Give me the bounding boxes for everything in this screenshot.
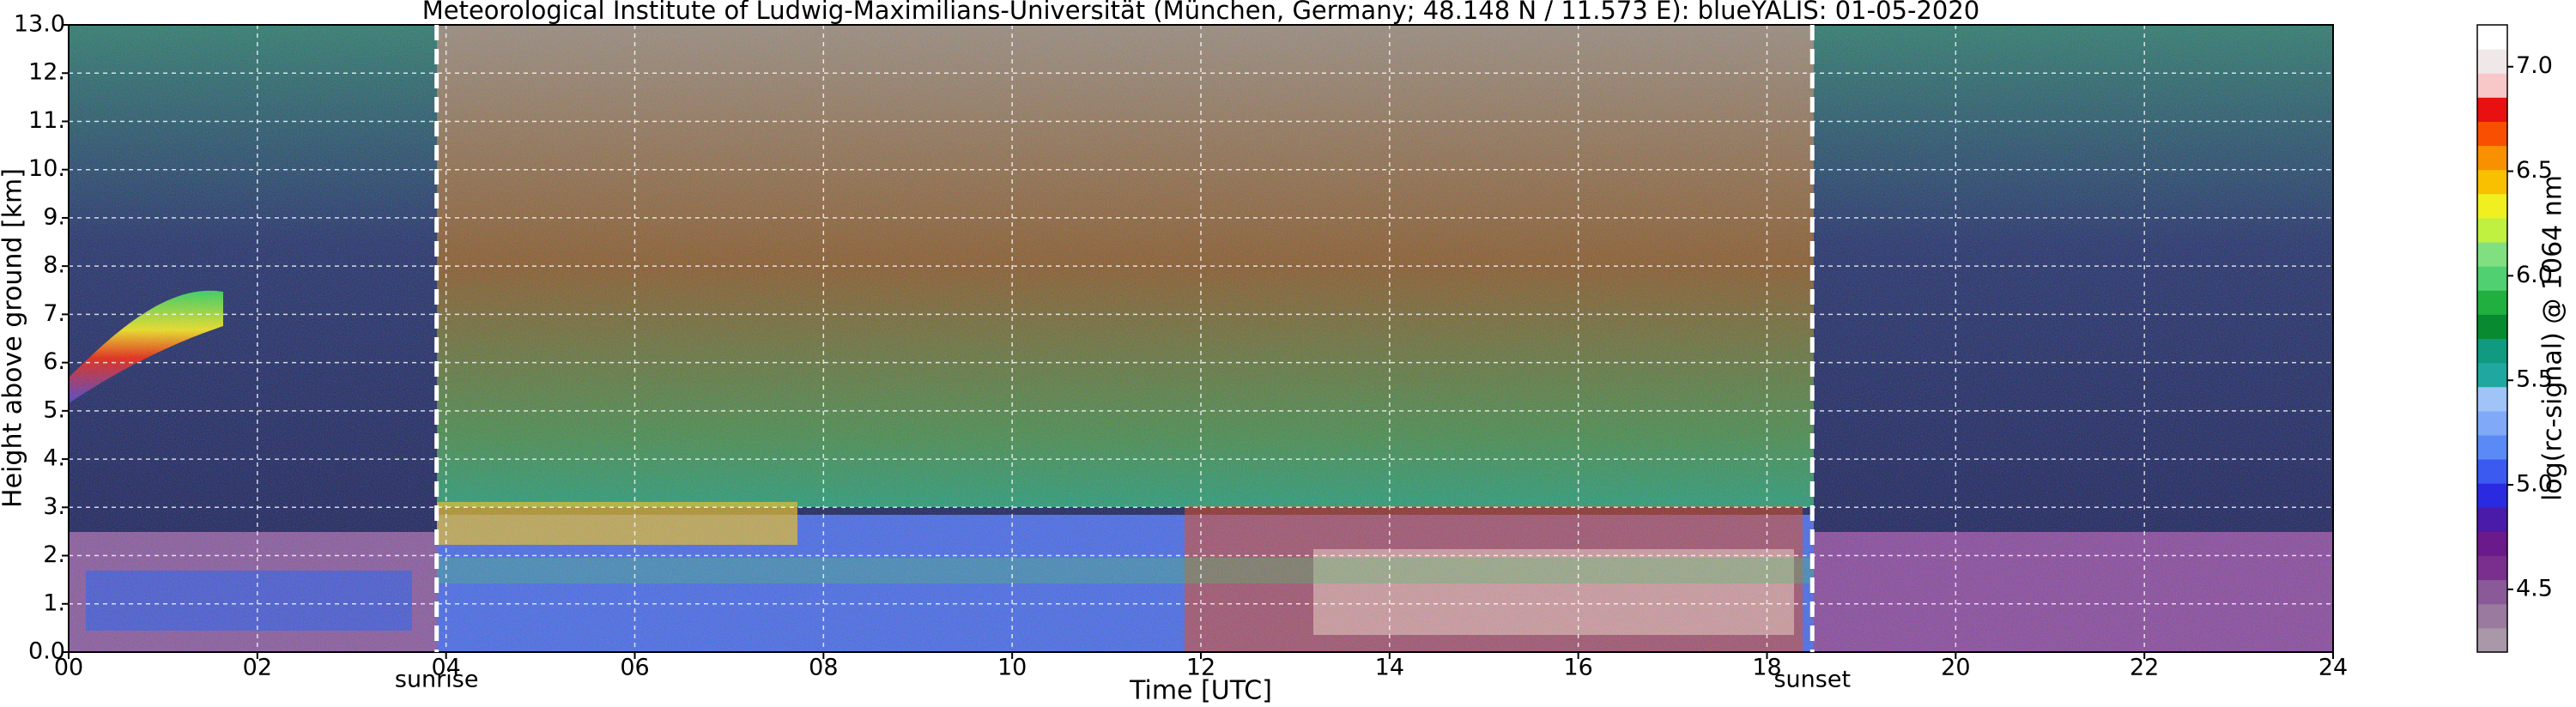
colorbar-band xyxy=(2477,73,2507,98)
colorbar-tick-label: 6.0 xyxy=(2516,262,2553,288)
colorbar-band xyxy=(2477,362,2507,388)
x-axis-label: Time [UTC] xyxy=(1129,676,1272,706)
x-tick-label: 04 xyxy=(431,655,460,681)
y-tick-label: 8. xyxy=(43,252,65,279)
y-tick-label: 5. xyxy=(43,396,65,423)
colorbar-tick-label: 7.0 xyxy=(2516,52,2553,79)
x-tick-label: 12 xyxy=(1186,655,1215,681)
colorbar-band xyxy=(2477,314,2507,339)
colorbar-tick-label: 6.5 xyxy=(2516,157,2553,184)
x-tick-label: 22 xyxy=(2130,655,2159,681)
y-tick-label: 4. xyxy=(43,445,65,472)
y-tick-label: 11. xyxy=(28,107,65,134)
x-tick-label: 18 xyxy=(1752,655,1781,681)
annotation-label: sunset xyxy=(1773,667,1851,693)
x-tick-label: 02 xyxy=(243,655,272,681)
colorbar-tick-label: 5.0 xyxy=(2516,471,2553,498)
colorbar-band xyxy=(2477,169,2507,195)
colorbar-band xyxy=(2477,603,2507,629)
y-axis-label: Height above ground [km] xyxy=(0,168,28,508)
x-tick-label: 08 xyxy=(809,655,838,681)
colorbar-band xyxy=(2477,49,2507,74)
x-tick-label: 14 xyxy=(1375,655,1404,681)
annotation-label: sunrise xyxy=(395,667,479,693)
colorbar-band xyxy=(2477,290,2507,315)
y-tick-label: 0.0 xyxy=(28,638,65,665)
colorbar-band xyxy=(2477,121,2507,147)
colorbar-band xyxy=(2477,627,2507,653)
chart-title: Meteorological Institute of Ludwig-Maxim… xyxy=(422,0,1980,25)
colorbar-band xyxy=(2477,25,2507,50)
y-tick-label: 12. xyxy=(28,59,65,86)
colorbar-band xyxy=(2477,410,2507,436)
colorbar-band xyxy=(2477,507,2507,532)
colorbar-band xyxy=(2477,555,2507,581)
y-tick-label: 6. xyxy=(43,348,65,375)
colorbar-band xyxy=(2477,97,2507,122)
x-tick-label: 06 xyxy=(620,655,649,681)
colorbar-band xyxy=(2477,531,2507,557)
colorbar-tick-label: 4.5 xyxy=(2516,575,2553,601)
colorbar-frame xyxy=(2476,24,2508,653)
x-tick-label: 20 xyxy=(1941,655,1970,681)
y-tick-label: 1. xyxy=(43,589,65,616)
y-tick-label: 7. xyxy=(43,300,65,327)
colorbar-band xyxy=(2477,459,2507,484)
y-tick-label: 9. xyxy=(43,203,65,230)
y-tick-label: 13.0 xyxy=(14,11,65,38)
x-tick-label: 00 xyxy=(54,655,83,681)
colorbar-band xyxy=(2477,217,2507,243)
colorbar-band xyxy=(2477,434,2507,460)
colorbar-tick-label: 5.5 xyxy=(2516,366,2553,393)
y-tick-label: 10. xyxy=(28,155,65,182)
colorbar-band xyxy=(2477,145,2507,171)
colorbar-band xyxy=(2477,242,2507,267)
y-tick-label: 3. xyxy=(43,493,65,520)
colorbar-band xyxy=(2477,579,2507,605)
x-tick-label: 24 xyxy=(2318,655,2348,681)
colorbar-band xyxy=(2477,193,2507,219)
colorbar-band xyxy=(2477,386,2507,412)
colorbar-band xyxy=(2477,266,2507,291)
plot-frame xyxy=(68,24,2334,653)
x-tick-label: 16 xyxy=(1563,655,1592,681)
colorbar-label: log(rc-signal) @ 1064 nm xyxy=(2538,175,2568,501)
y-tick-label: 2. xyxy=(43,541,65,568)
colorbar-band xyxy=(2477,338,2507,364)
colorbar-band xyxy=(2477,483,2507,508)
x-tick-label: 10 xyxy=(997,655,1027,681)
